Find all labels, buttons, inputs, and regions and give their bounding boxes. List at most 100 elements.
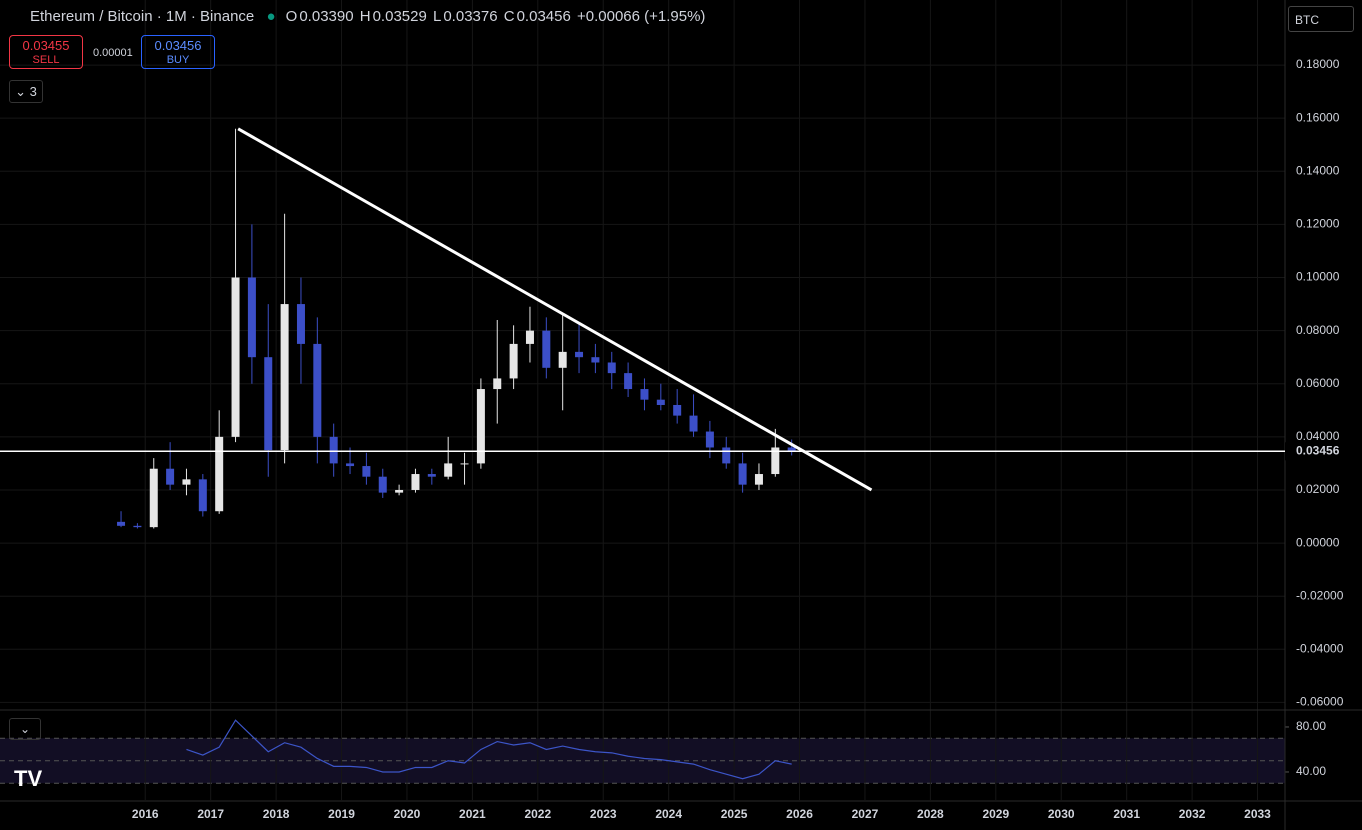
x-tick-label: 2027 [852, 807, 879, 821]
symbol[interactable]: Ethereum / Bitcoin · 1M · Binance [30, 8, 255, 25]
ohlc-value: 0.03456 [516, 8, 571, 25]
x-tick-label: 2018 [263, 807, 290, 821]
candle-body [558, 351, 567, 368]
spread: 0.00001 [93, 47, 133, 59]
trendline [237, 127, 873, 492]
candle-body [362, 466, 371, 477]
rsi-tick-label: 80.00 [1296, 719, 1326, 733]
candle-body [738, 463, 747, 485]
candle-body [591, 357, 600, 363]
candle-body [624, 373, 633, 390]
buy-price: 0.03456 [154, 38, 202, 53]
candle-body [231, 277, 240, 437]
y-tick-label: 0.04000 [1296, 429, 1340, 443]
candle-body [460, 463, 469, 465]
candle-body [346, 463, 355, 467]
x-tick-label: 2016 [132, 807, 159, 821]
y-tick-label: -0.02000 [1296, 588, 1344, 602]
candle-body [149, 468, 158, 528]
currency-select[interactable]: BTC [1288, 6, 1354, 32]
x-tick-label: 2019 [328, 807, 355, 821]
buy-label: BUY [166, 54, 190, 66]
candle-body [754, 474, 763, 485]
candle-body [395, 489, 404, 493]
candle-body [411, 474, 420, 490]
x-tick-label: 2026 [786, 807, 813, 821]
x-tick-label: 2028 [917, 807, 944, 821]
y-tick-label: 0.14000 [1296, 163, 1340, 177]
status-dot: ● [266, 8, 276, 25]
candle-body [493, 378, 502, 390]
ohlc-label: L [433, 8, 442, 25]
x-tick-label: 2021 [459, 807, 486, 821]
x-tick-label: 2023 [590, 807, 617, 821]
x-tick-label: 2020 [394, 807, 421, 821]
x-tick-label: 2022 [524, 807, 551, 821]
y-tick-label: 0.02000 [1296, 482, 1340, 496]
candle-body [656, 399, 665, 405]
candle-body [264, 357, 273, 451]
y-tick-label: 0.00000 [1296, 535, 1340, 549]
y-tick-label: 0.06000 [1296, 376, 1340, 390]
candle-body [787, 447, 796, 452]
x-tick-label: 2017 [197, 807, 224, 821]
candle-body [771, 447, 780, 475]
candle-body [198, 479, 207, 512]
rsi-tick-label: 40.00 [1296, 764, 1326, 778]
indicators-toggle[interactable]: ⌄ 3 [9, 80, 43, 103]
legend: Ethereum / Bitcoin · 1M · Binance ● O 0.0… [30, 8, 707, 25]
x-tick-label: 2029 [982, 807, 1009, 821]
sell-label: SELL [32, 54, 60, 66]
buy-button[interactable]: 0.03456 BUY [141, 35, 215, 69]
candle-body [444, 463, 453, 477]
candle-body [542, 330, 551, 368]
candle-body [182, 479, 191, 485]
candle-body [509, 343, 518, 379]
candle-body [378, 476, 387, 493]
x-tick-label: 2033 [1244, 807, 1271, 821]
candle-body [296, 304, 305, 344]
candle-body [575, 351, 584, 358]
candle-body [117, 521, 126, 526]
x-tick-label: 2025 [721, 807, 748, 821]
y-tick-label: 0.18000 [1296, 57, 1340, 71]
x-tick-label: 2024 [655, 807, 682, 821]
y-tick-label: 0.08000 [1296, 323, 1340, 337]
x-tick-label: 2031 [1113, 807, 1140, 821]
candle-body [280, 304, 289, 451]
candle-body [476, 389, 485, 464]
candle-body [166, 468, 175, 485]
candle-body [607, 362, 616, 374]
change: +0.00066 (+1.95%) [577, 8, 706, 25]
ohlc-value: 0.03390 [299, 8, 354, 25]
y-tick-label: 0.16000 [1296, 110, 1340, 124]
candle-body [722, 447, 731, 464]
y-tick-label: -0.06000 [1296, 695, 1344, 709]
indicators-count: 3 [29, 84, 37, 99]
candle-body [329, 436, 338, 464]
price-label: 0.03456 [1296, 443, 1340, 457]
ohlc-value: 0.03376 [443, 8, 498, 25]
x-tick-label: 2032 [1179, 807, 1206, 821]
candle-body [525, 330, 534, 344]
ohlc-label: O [285, 8, 298, 25]
ohlc-value: 0.03529 [372, 8, 427, 25]
candle-body [705, 431, 714, 448]
candle-body [427, 474, 436, 477]
logo: TV [14, 766, 43, 791]
ohlc-label: C [503, 8, 515, 25]
candle-body [640, 389, 649, 400]
y-tick-label: 0.12000 [1296, 217, 1340, 231]
candle-body [689, 415, 698, 432]
sell-button[interactable]: 0.03455 SELL [9, 35, 83, 69]
candle-body [215, 436, 224, 512]
ohlc-label: H [359, 8, 371, 25]
candle-body [247, 277, 256, 358]
pane-toggle[interactable]: ⌄ [9, 718, 41, 740]
candle-body [133, 525, 142, 528]
price-label-bg [1285, 442, 1362, 461]
candle-body [673, 404, 682, 416]
y-tick-label: -0.04000 [1296, 641, 1344, 655]
